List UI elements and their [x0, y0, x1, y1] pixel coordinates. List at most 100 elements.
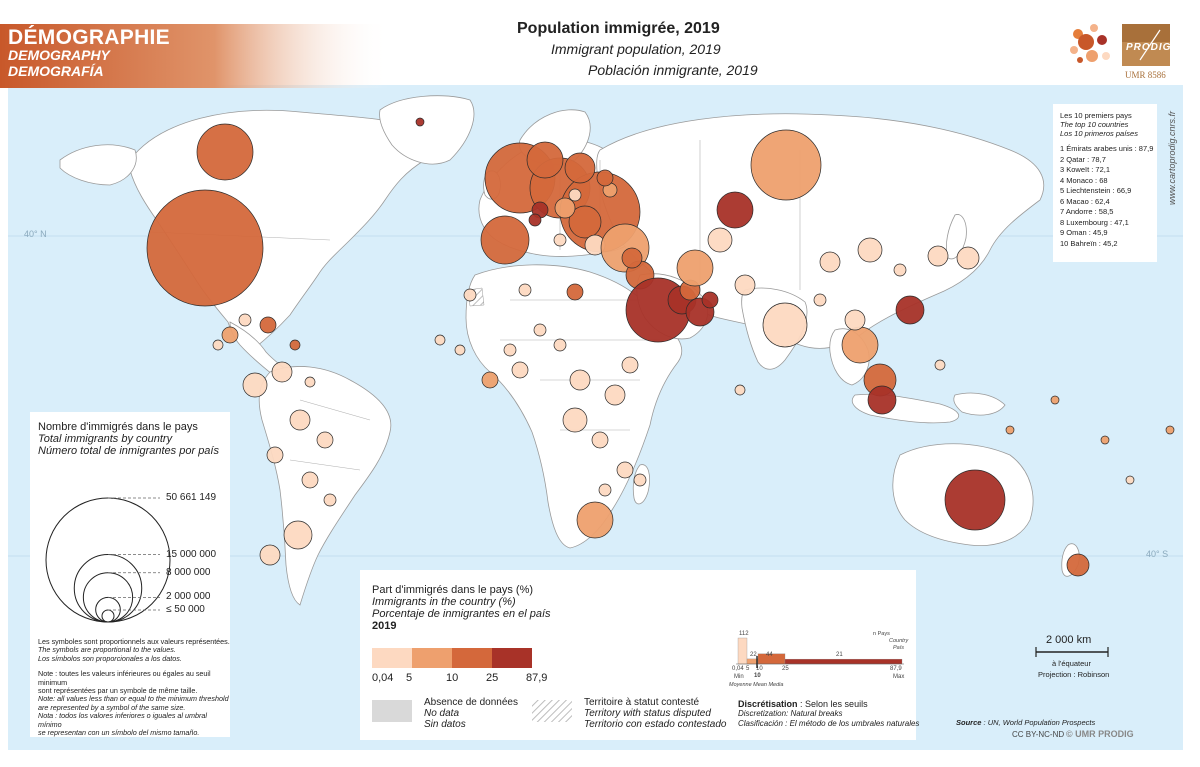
- country-circle: [463, 288, 477, 302]
- discretisation-label: Discrétisation: [738, 699, 798, 709]
- title-es: Población inmigrante, 2019: [588, 62, 758, 78]
- histogram-bar: [784, 658, 903, 665]
- country-circle: [895, 295, 925, 325]
- size-legend-title-fr: Nombre d'immigrés dans le pays: [38, 421, 198, 433]
- size-legend-title-en: Total immigrants by country: [38, 433, 173, 445]
- country-circle: [633, 473, 647, 487]
- title-fr: Population immigrée, 2019: [517, 20, 720, 37]
- country-circle: [316, 431, 334, 449]
- country-circle: [576, 501, 614, 539]
- histogram-count: 44: [766, 652, 773, 658]
- country-circle: [762, 302, 808, 348]
- country-circle: [238, 313, 252, 327]
- country-circle: [562, 407, 588, 433]
- color-legend-title-en: Immigrants in the country (%): [372, 596, 516, 608]
- website[interactable]: www.cartoprodig.cnrs.fr: [1167, 110, 1177, 205]
- logo-text: PRODIG: [1126, 42, 1172, 53]
- country-circle: [604, 384, 626, 406]
- note2-fr-a: Note : toutes les valeurs inférieures ou…: [38, 669, 211, 687]
- nodata-swatch: [372, 700, 412, 722]
- histogram: [736, 637, 904, 668]
- country-circle: [1066, 553, 1090, 577]
- country-circle: [196, 123, 254, 181]
- note1-es: Los símbolos son proporcionales a los da…: [38, 653, 182, 663]
- country-circle: [564, 152, 596, 184]
- note2-en-a: Note: all values less than or equal to t…: [38, 694, 229, 704]
- histogram-count: 22: [750, 652, 757, 658]
- histogram-n-es: País: [893, 645, 905, 651]
- note2-es-a: Nota : todos los valores inferiores o ig…: [38, 711, 207, 729]
- land-greenland: [379, 95, 475, 165]
- country-circle: [259, 544, 281, 566]
- country-circle: [621, 356, 639, 374]
- country-circle: [503, 343, 517, 357]
- histogram-axis-label: 25: [782, 666, 789, 672]
- country-circle: [716, 191, 754, 229]
- color-break-label: 25: [486, 672, 499, 684]
- color-ramp: [372, 648, 532, 668]
- country-circle: [323, 493, 337, 507]
- country-circle: [701, 291, 719, 309]
- note2-es-b: se representan con un símbolo del mismo …: [38, 728, 200, 738]
- discretisation-es: Clasificación : El método de los umbrale…: [738, 719, 920, 728]
- disputed-es: Territorio con estado contestado: [584, 719, 727, 730]
- country-circle: [707, 227, 733, 253]
- country-circle: [819, 251, 841, 273]
- country-circle: [553, 338, 567, 352]
- country-circle: [934, 359, 946, 371]
- size-legend-circles: [45, 497, 171, 623]
- land-new-guinea: [953, 392, 1006, 416]
- top10-item: 8 Luxembourg : 47,1: [1060, 217, 1129, 227]
- country-circle: [1100, 435, 1110, 445]
- color-break-label: 0,04: [372, 672, 394, 684]
- top10-item: 1 Émirats arabes unis : 87,9: [1060, 144, 1154, 153]
- histogram-axis-label: 0,04: [732, 666, 744, 672]
- country-circle: [566, 283, 584, 301]
- country-circle: [528, 213, 542, 227]
- graticule-40s-label: 40° S: [1146, 549, 1169, 559]
- note1-fr: Les symboles sont proportionnels aux val…: [38, 637, 230, 646]
- immigrant-circles: [146, 117, 1175, 577]
- country-circle: [568, 188, 582, 202]
- country-circle: [621, 247, 643, 269]
- histogram-n-en: Country: [889, 638, 909, 644]
- color-break-label: 87,9: [526, 672, 548, 684]
- country-circle: [481, 371, 499, 389]
- top10-item: 6 Macao : 62,4: [1060, 196, 1110, 206]
- color-class-swatch: [412, 648, 452, 668]
- country-circle: [956, 246, 980, 270]
- color-class-swatch: [492, 648, 532, 668]
- country-circle: [893, 263, 907, 277]
- histogram-max: Max: [893, 674, 905, 680]
- country-circle: [813, 293, 827, 307]
- country-circle: [526, 141, 564, 179]
- discretisation-value: : Selon les seuils: [797, 699, 868, 709]
- color-legend-title-fr: Part d'immigrés dans le pays (%): [372, 584, 534, 596]
- top10-item: 9 Oman : 45,9: [1060, 228, 1108, 237]
- nodata-legend: Absence de données No data Sin datos: [424, 697, 518, 730]
- country-circle: [676, 249, 714, 287]
- country-circle: [591, 431, 609, 449]
- disputed-legend: Territoire à statut contesté Territory w…: [584, 697, 727, 730]
- country-circle: [596, 169, 614, 187]
- country-circle: [944, 469, 1006, 531]
- top10-title-en: The top 10 countries: [1060, 120, 1129, 129]
- country-circle: [1005, 425, 1015, 435]
- discretisation-en: Discretization: Natural breaks: [738, 709, 843, 718]
- nodata-es: Sin datos: [424, 719, 466, 730]
- country-circle: [259, 316, 277, 334]
- histogram-axis-label: 87,9: [890, 666, 902, 672]
- country-circle: [1125, 475, 1135, 485]
- country-circle: [857, 237, 883, 263]
- nodata-en: No data: [424, 708, 460, 719]
- country-circle: [734, 384, 746, 396]
- country-circle: [734, 274, 756, 296]
- land-alaska: [59, 144, 137, 186]
- license: CC BY-NC-ND: [1012, 730, 1065, 739]
- disputed-swatch: [532, 700, 572, 722]
- discretisation: Discrétisation : Selon les seuils Discre…: [738, 699, 919, 729]
- disputed-en: Territory with status disputed: [584, 708, 711, 719]
- country-circle: [1050, 395, 1060, 405]
- country-circle: [616, 461, 634, 479]
